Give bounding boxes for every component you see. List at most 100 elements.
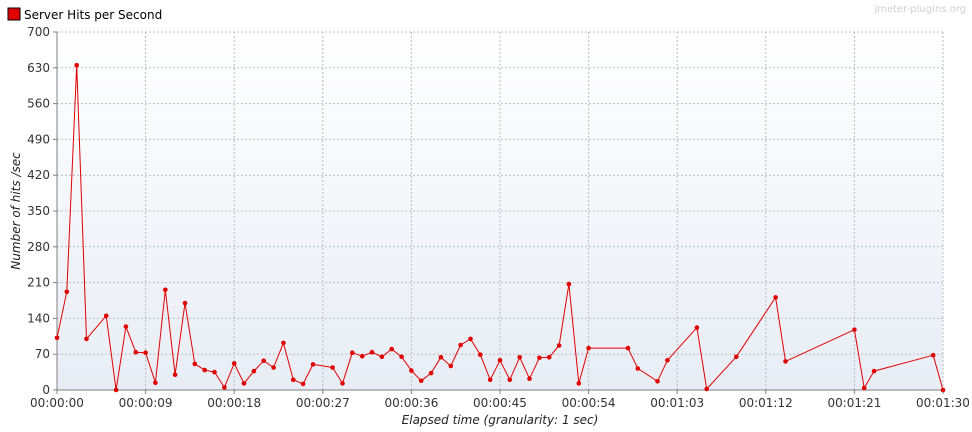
data-point bbox=[74, 62, 79, 68]
data-point bbox=[625, 345, 631, 351]
data-point bbox=[418, 378, 424, 384]
data-point bbox=[202, 367, 207, 373]
data-point bbox=[182, 300, 188, 306]
data-point bbox=[537, 355, 542, 361]
data-point bbox=[478, 352, 483, 358]
data-point bbox=[734, 354, 739, 360]
y-tick-label: 70 bbox=[35, 347, 50, 361]
data-point bbox=[133, 349, 139, 355]
data-point bbox=[54, 335, 60, 341]
x-tick-label: 00:01:21 bbox=[827, 396, 881, 410]
data-point bbox=[527, 376, 532, 382]
data-point bbox=[153, 380, 158, 386]
data-point bbox=[546, 355, 552, 360]
y-tick-label: 0 bbox=[42, 383, 50, 397]
data-point bbox=[497, 358, 503, 363]
x-tick-label: 00:01:12 bbox=[739, 396, 793, 410]
legend-label: Server Hits per Second bbox=[24, 8, 162, 22]
data-point bbox=[340, 381, 345, 386]
data-point bbox=[113, 387, 119, 393]
data-point bbox=[458, 342, 463, 348]
data-point bbox=[704, 386, 709, 392]
x-tick-label: 00:00:54 bbox=[562, 396, 616, 410]
y-tick-label: 630 bbox=[27, 61, 50, 75]
x-axis-title: Elapsed time (granularity: 1 sec) bbox=[402, 413, 599, 427]
data-point bbox=[399, 354, 404, 360]
y-tick-label: 420 bbox=[27, 168, 50, 182]
data-point bbox=[350, 350, 355, 356]
data-point bbox=[389, 346, 395, 352]
y-tick-label: 490 bbox=[27, 132, 50, 146]
data-point bbox=[369, 349, 375, 355]
data-point bbox=[487, 377, 493, 383]
data-point bbox=[379, 354, 385, 360]
x-tick-label: 00:01:03 bbox=[650, 396, 704, 410]
x-tick-label: 00:00:09 bbox=[119, 396, 173, 410]
x-axis-ticks: 00:00:00 00:00:09 00:00:18 00:00:27 00:00:36… bbox=[30, 390, 970, 410]
data-point bbox=[163, 287, 168, 293]
data-point bbox=[231, 361, 237, 366]
data-point bbox=[438, 355, 444, 360]
y-axis-ticks: 0 70 140 210 280 350 420 490 560 630 700 bbox=[27, 25, 57, 397]
y-tick-label: 210 bbox=[27, 276, 50, 290]
data-point bbox=[251, 368, 257, 374]
data-point bbox=[468, 336, 473, 342]
data-point bbox=[566, 281, 572, 287]
y-tick-label: 700 bbox=[27, 25, 50, 39]
data-point bbox=[507, 377, 513, 383]
data-point bbox=[330, 365, 335, 370]
data-point bbox=[871, 368, 877, 374]
data-point bbox=[448, 363, 454, 369]
data-point bbox=[773, 295, 778, 300]
y-axis-title: Number of hits /sec bbox=[9, 152, 23, 270]
data-point bbox=[310, 362, 316, 367]
data-point bbox=[783, 359, 788, 364]
y-tick-label: 350 bbox=[27, 204, 50, 218]
y-tick-label: 560 bbox=[27, 97, 50, 111]
data-point bbox=[192, 361, 198, 367]
data-point bbox=[261, 358, 267, 364]
series-layer bbox=[54, 62, 946, 393]
data-point bbox=[172, 372, 178, 378]
x-tick-label: 00:00:36 bbox=[384, 396, 438, 410]
data-point bbox=[64, 289, 70, 295]
watermark: jmeter-plugins.org bbox=[873, 4, 966, 15]
data-point bbox=[359, 353, 365, 359]
data-point bbox=[665, 358, 670, 363]
data-point bbox=[930, 352, 936, 358]
y-tick-label: 280 bbox=[27, 240, 50, 254]
data-point bbox=[635, 366, 641, 371]
data-point bbox=[517, 355, 522, 360]
data-point bbox=[852, 327, 857, 333]
data-point bbox=[84, 336, 89, 342]
x-tick-label: 00:00:45 bbox=[473, 396, 527, 410]
data-point bbox=[576, 381, 582, 386]
legend-swatch bbox=[7, 7, 21, 21]
data-point bbox=[222, 385, 227, 390]
data-point bbox=[281, 340, 286, 346]
data-point bbox=[300, 381, 306, 387]
data-point bbox=[143, 350, 148, 356]
data-point bbox=[212, 369, 217, 375]
data-point bbox=[409, 368, 414, 373]
data-point bbox=[271, 365, 276, 370]
data-point bbox=[123, 324, 129, 329]
data-point bbox=[241, 381, 247, 386]
data-point bbox=[556, 343, 562, 348]
data-point bbox=[861, 385, 867, 391]
data-point bbox=[940, 387, 946, 393]
plot-area bbox=[57, 32, 943, 390]
x-tick-label: 00:00:18 bbox=[207, 396, 261, 410]
data-point bbox=[694, 325, 700, 330]
data-point bbox=[103, 313, 109, 319]
data-point bbox=[655, 379, 660, 384]
y-tick-label: 140 bbox=[27, 311, 50, 325]
data-point bbox=[586, 345, 591, 351]
x-tick-label: 00:01:30 bbox=[916, 396, 970, 410]
x-tick-label: 00:00:27 bbox=[296, 396, 350, 410]
x-tick-label: 00:00:00 bbox=[30, 396, 84, 410]
data-point bbox=[428, 370, 434, 376]
data-point bbox=[291, 377, 296, 383]
